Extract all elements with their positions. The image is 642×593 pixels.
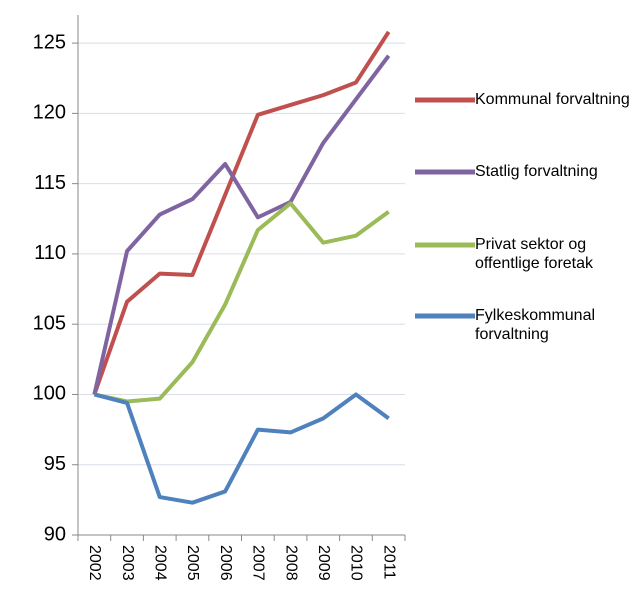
x-tick-label: 2004 <box>152 545 169 581</box>
x-tick-label: 2010 <box>348 545 365 581</box>
line-series <box>92 54 391 395</box>
legend-label: Fylkeskommunal forvaltning <box>475 307 596 343</box>
x-tick-label: 2006 <box>217 545 234 581</box>
y-tick-label: 95 <box>44 453 66 475</box>
x-tick-label: 2008 <box>282 545 299 581</box>
line-series <box>92 30 391 396</box>
y-tick-label: 105 <box>33 312 66 334</box>
x-tick-label: 2005 <box>184 545 201 581</box>
y-tick-label: 90 <box>44 523 66 545</box>
y-tick-label: 100 <box>33 383 66 405</box>
legend-label: Privat sektor og offentlige foretak <box>475 236 594 272</box>
x-tick-label: 2011 <box>380 545 397 580</box>
x-tick-label: 2003 <box>119 545 136 581</box>
y-tick-label: 115 <box>34 172 66 194</box>
line-series <box>93 201 390 404</box>
x-tick-label: 2002 <box>86 545 103 581</box>
legend-label: Kommunal forvaltning <box>475 91 630 108</box>
legend-label: Statlig forvaltning <box>475 163 598 180</box>
y-tick-label: 110 <box>34 242 66 264</box>
line-series <box>93 392 390 505</box>
x-tick-label: 2009 <box>315 545 332 581</box>
y-tick-label: 125 <box>33 31 66 53</box>
y-tick-label: 120 <box>33 102 66 124</box>
x-tick-label: 2007 <box>250 545 267 581</box>
